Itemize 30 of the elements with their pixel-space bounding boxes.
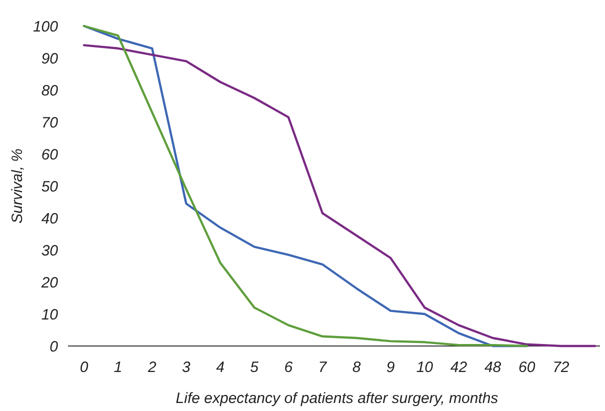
line-series: [82, 44, 596, 348]
y-tick-label: 70: [41, 114, 59, 132]
x-tick-label: 9: [386, 359, 396, 376]
y-tick-label: 80: [41, 82, 59, 100]
line-series: [82, 24, 528, 348]
y-tick-label: 0: [50, 338, 59, 356]
y-tick-label: 100: [32, 18, 59, 36]
y-tick-label: 40: [41, 210, 59, 228]
y-tick-label: 90: [41, 50, 59, 68]
y-tick-label: 20: [40, 274, 59, 292]
x-tick-label: 6: [284, 359, 294, 376]
x-tick-label: 4: [216, 359, 224, 376]
y-tick-label: 50: [41, 178, 59, 196]
x-tick-label: 0: [80, 359, 89, 376]
x-tick-label: 10: [416, 359, 434, 376]
x-tick-label: 5: [250, 359, 260, 376]
x-tick-label: 48: [484, 359, 502, 376]
x-tick-label: 3: [182, 359, 192, 376]
x-axis-title: Life expectancy of patients after surgery, months: [176, 390, 499, 407]
x-tick-label: 7: [318, 359, 328, 376]
x-tick-label: 42: [450, 359, 468, 376]
y-tick-label: 60: [41, 146, 59, 164]
x-tick-label: 2: [146, 359, 157, 376]
x-tick-label: 1: [114, 359, 122, 376]
x-tick-label: 72: [552, 359, 570, 376]
y-axis-title: Survival, %: [9, 148, 26, 224]
x-tick-label: 8: [352, 359, 362, 376]
y-tick-label: 10: [41, 306, 59, 324]
x-tick-label: 60: [518, 359, 536, 376]
y-tick-label: 30: [41, 242, 59, 260]
